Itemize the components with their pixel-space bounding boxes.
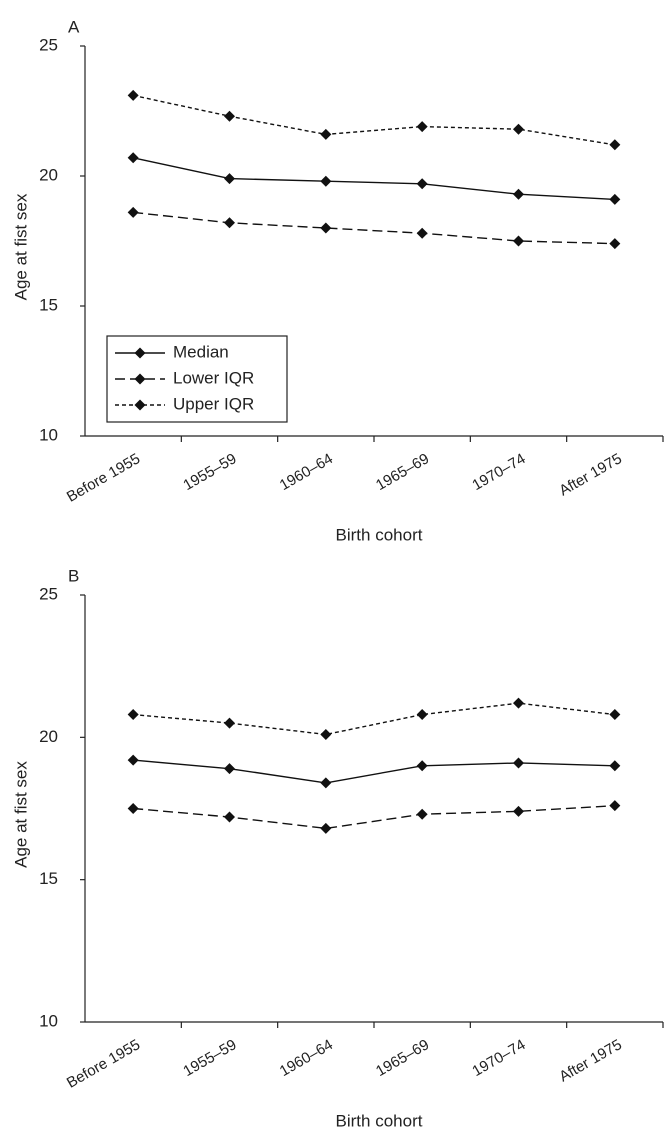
series-line [133,94,615,146]
marker [224,173,235,185]
marker [513,757,524,769]
marker [609,238,621,250]
x-tick-label: 1965–69 [373,1036,432,1080]
panel-label: A [68,17,80,36]
x-axis-label: Birth cohort [336,525,423,544]
marker [609,193,621,205]
marker [513,235,524,247]
marker [416,760,428,772]
x-tick-label: 1955–59 [180,1036,239,1080]
y-tick-label: 10 [39,425,58,444]
marker [127,803,139,814]
marker [127,206,139,218]
legend-label: Lower IQR [173,368,254,387]
marker [224,217,235,229]
x-tick-label: After 1975 [556,450,624,499]
marker [416,227,428,239]
x-tick-label: 1970–74 [469,1036,528,1080]
x-tick-label: 1970–74 [469,450,528,494]
legend-marker [134,347,146,359]
marker [224,110,235,122]
x-tick-label: Before 1955 [64,450,143,506]
x-axis-label: Birth cohort [336,1111,423,1130]
x-tick-label: After 1975 [556,1036,624,1085]
y-tick-label: 10 [39,1011,58,1030]
x-tick-label: 1955–59 [180,450,239,494]
marker [320,222,332,234]
legend-marker [134,399,146,411]
series-line [133,702,615,736]
marker [609,709,621,721]
y-tick-label: 15 [39,295,58,314]
x-tick-label: 1960–64 [277,1036,336,1080]
legend-label: Upper IQR [173,394,254,413]
marker [320,128,332,140]
series-line [133,211,615,245]
y-tick-label: 25 [39,584,58,603]
marker [320,175,332,187]
marker [224,811,235,823]
marker [320,728,332,740]
marker [416,121,428,133]
marker [224,717,235,729]
marker [513,697,524,709]
panel: A 10 15 20 25 Before 1955 1955–59 1960–64 1965–6… [11,17,664,544]
marker [513,188,524,200]
marker [609,760,621,772]
marker [127,89,139,101]
y-tick-label: 15 [39,869,58,888]
y-axis-label: Age at fist sex [11,761,30,868]
series-line [133,759,615,784]
marker [127,754,139,766]
y-axis-label: Age at fist sex [11,193,30,300]
legend-marker [134,373,146,385]
marker [513,123,524,135]
legend-label: Median [173,342,229,361]
marker [416,808,428,820]
marker [320,777,332,789]
marker [416,178,428,190]
y-tick-label: 20 [39,727,58,746]
marker [127,152,139,164]
series-line [133,804,615,830]
marker [320,822,332,834]
marker [127,709,139,721]
y-tick-label: 20 [39,165,58,184]
marker [609,800,621,812]
series-line [133,157,615,201]
x-tick-label: Before 1955 [64,1036,143,1092]
marker [224,763,235,775]
panel: B 10 15 20 25 Before 1955 1955–59 1960–64 1965–6… [11,566,664,1130]
x-tick-label: 1965–69 [373,450,432,494]
panel-label: B [68,566,79,585]
y-tick-label: 25 [39,35,58,54]
marker [416,709,428,721]
marker [513,805,524,817]
x-tick-label: 1960–64 [277,450,336,494]
marker [609,139,621,151]
